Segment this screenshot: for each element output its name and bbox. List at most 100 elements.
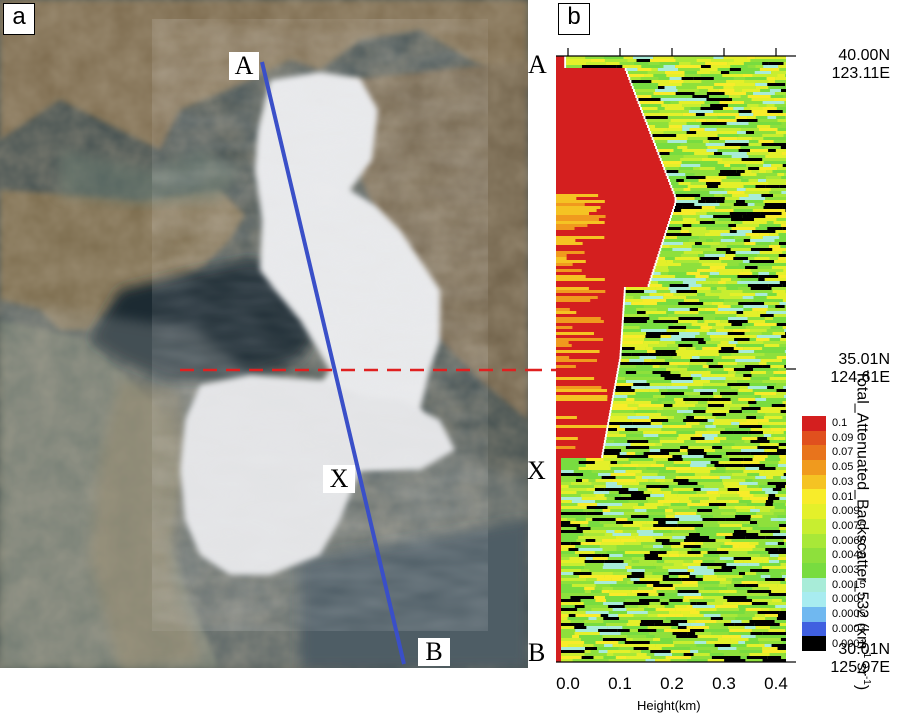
heatmap-cell (630, 443, 656, 446)
heatmap-cell (743, 182, 769, 185)
heatmap-surface-cell (556, 488, 561, 491)
heatmap-cell (657, 308, 668, 311)
heatmap-cell (706, 602, 724, 605)
heatmap-cell (753, 647, 763, 650)
heatmap-surface-cell (556, 554, 561, 557)
heatmap-cell (726, 437, 742, 440)
heatmap-cell (681, 338, 704, 341)
heatmap-cell (625, 434, 644, 437)
heatmap-cell (751, 602, 768, 605)
colorbar-level-label: 0.003 (832, 564, 860, 576)
colorbar-swatch (802, 474, 826, 490)
heatmap-cell (678, 320, 698, 323)
heatmap-cell (621, 350, 647, 353)
heatmap-cell (779, 560, 786, 563)
heatmap-cell (628, 620, 641, 623)
heatmap-cell (643, 452, 670, 455)
heatmap-cloud-cell (556, 254, 659, 257)
heatmap-cell (756, 512, 774, 515)
heatmap-cell (624, 641, 650, 644)
heatmap-cell (678, 557, 695, 560)
heatmap-cell (663, 296, 678, 299)
heatmap-cell (709, 140, 726, 143)
cloud-top-outline (652, 140, 655, 143)
heatmap-cell (653, 524, 678, 527)
heatmap-cell (659, 389, 668, 392)
heatmap-cell (735, 251, 760, 254)
heatmap-cell (556, 317, 601, 320)
heatmap-cell (695, 530, 719, 533)
heatmap-cell (681, 227, 707, 230)
cloud-top-outline (632, 89, 635, 92)
heatmap-cell (754, 131, 776, 134)
heatmap-cell (736, 188, 746, 191)
heatmap-cell (728, 626, 745, 629)
heatmap-cell (713, 56, 724, 59)
cloud-top-outline (669, 218, 672, 221)
heatmap-cell (669, 542, 681, 545)
heatmap-cell (680, 158, 702, 161)
cloud-top-outline (627, 74, 630, 77)
heatmap-cell (737, 275, 759, 278)
heatmap-cell (615, 527, 640, 530)
heatmap-cell (777, 491, 786, 494)
heatmap-cell (561, 650, 585, 653)
heatmap-cell (690, 188, 703, 191)
heatmap-cell (760, 314, 774, 317)
heatmap-cell (598, 650, 608, 653)
heatmap-cell (665, 515, 675, 518)
heatmap-cell (622, 503, 639, 506)
heatmap-cell (733, 77, 746, 80)
heatmap-cell (718, 491, 737, 494)
heatmap-cell (718, 173, 735, 176)
heatmap-cell (770, 326, 783, 329)
heatmap-cell (671, 446, 681, 449)
heatmap-cell (607, 557, 632, 560)
heatmap-cell (624, 305, 644, 308)
cloud-top-outline (672, 206, 675, 209)
heatmap-cell (673, 488, 694, 491)
heatmap-cell (735, 503, 747, 506)
heatmap-cell (561, 533, 584, 536)
heatmap-cell (780, 458, 786, 461)
heatmap-cell (635, 473, 658, 476)
heatmap-cell (677, 626, 687, 629)
heatmap-cell (669, 245, 692, 248)
cloud-top-outline (619, 356, 622, 359)
x-tick-label: 0.3 (712, 674, 736, 693)
heatmap-cell (782, 326, 786, 329)
heatmap-cell (660, 251, 684, 254)
heatmap-cell (672, 83, 682, 86)
heatmap-cell (720, 341, 729, 344)
heatmap-cell (699, 215, 714, 218)
heatmap-cell (594, 581, 617, 584)
heatmap-cell (580, 638, 603, 641)
heatmap-cell (643, 491, 652, 494)
heatmap-cell (678, 344, 693, 347)
heatmap-cell (718, 131, 737, 134)
heatmap-cell (748, 179, 759, 182)
heatmap-cell (637, 68, 652, 71)
heatmap-cell (664, 164, 681, 167)
heatmap-cell (768, 557, 778, 560)
heatmap-cell (655, 539, 670, 542)
heatmap-cell (656, 560, 665, 563)
heatmap-cloud-cell (556, 446, 604, 449)
heatmap-cell (576, 476, 585, 479)
cloud-top-outline (618, 359, 621, 362)
heatmap-cell (674, 191, 690, 194)
heatmap-cell (672, 158, 681, 161)
heatmap-cell (631, 557, 645, 560)
heatmap-cell (640, 329, 667, 332)
heatmap-cell (778, 446, 786, 449)
heatmap-cell (626, 437, 647, 440)
heatmap-cell (711, 59, 734, 62)
heatmap-cell (609, 422, 633, 425)
heatmap-cell (728, 224, 737, 227)
heatmap-cloud-cell (556, 77, 630, 80)
heatmap-cell (624, 302, 632, 305)
cloud-top-outline (622, 302, 625, 305)
heatmap-cloud-cell (556, 245, 662, 248)
heatmap-cloud-cell (556, 158, 661, 161)
heatmap-cell (759, 68, 780, 71)
